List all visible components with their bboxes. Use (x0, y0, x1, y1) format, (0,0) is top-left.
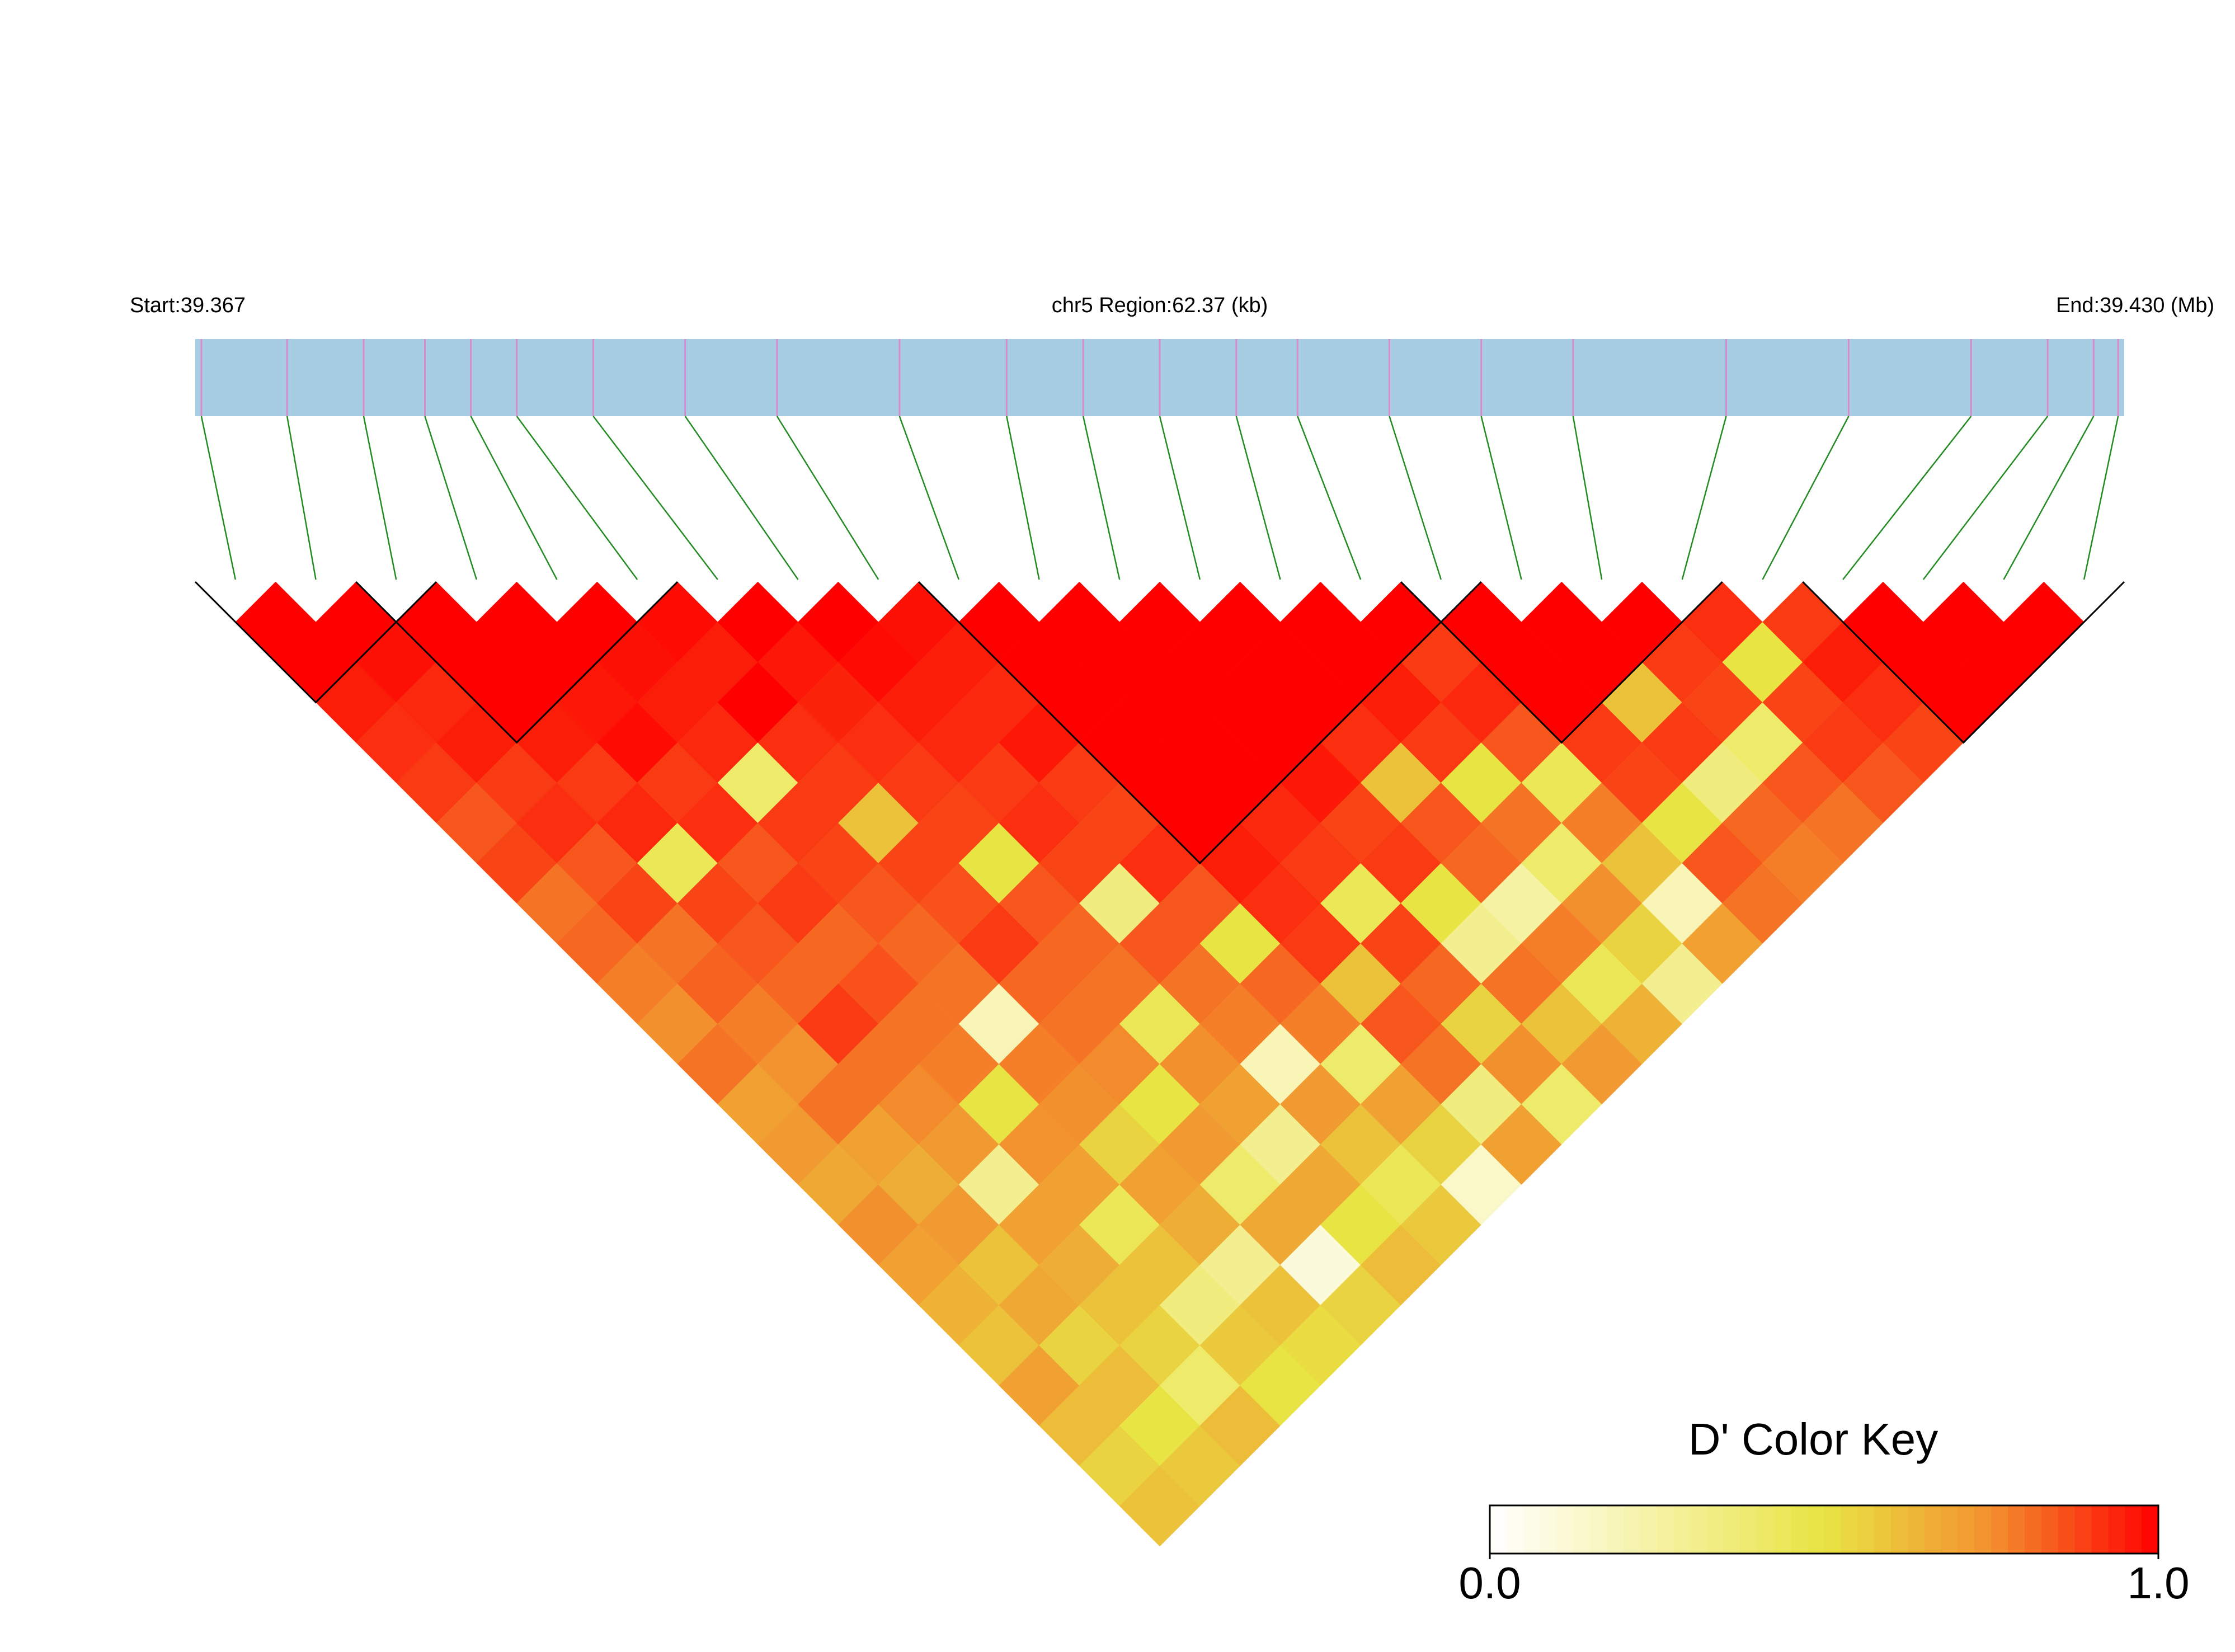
snp-connector (1235, 416, 1281, 580)
legend-swatch (1790, 1505, 1808, 1554)
legend-swatch (1590, 1505, 1607, 1554)
snp-connector (2083, 416, 2119, 580)
legend-swatch (1724, 1505, 1741, 1554)
snp-connector (1922, 416, 2049, 580)
legend-swatch (1573, 1505, 1591, 1554)
legend-swatch (2008, 1505, 2025, 1554)
legend-swatch (1807, 1505, 1824, 1554)
ld-block (1802, 581, 2125, 744)
legend-swatch (1974, 1505, 1992, 1554)
legend-swatch (1874, 1505, 1891, 1554)
legend-swatch (1523, 1505, 1541, 1554)
snp-connector (470, 416, 558, 580)
snp-connector (516, 416, 638, 580)
end-label: End:39.430 (Mb) (2056, 294, 2214, 317)
legend-swatch (1640, 1505, 1658, 1554)
legend-swatch (1624, 1505, 1641, 1554)
snp-connector (592, 416, 718, 580)
snp-connector (684, 416, 799, 580)
snp-connector (363, 416, 397, 580)
ld-block (355, 581, 679, 744)
legend-swatch (1824, 1505, 1841, 1554)
legend-swatch (1941, 1505, 1958, 1554)
legend-swatch (1673, 1505, 1691, 1554)
start-label: Start:39.367 (130, 294, 246, 317)
snp-connector (1297, 416, 1362, 580)
legend-swatch (1740, 1505, 1758, 1554)
legend-swatch (2074, 1505, 2092, 1554)
snp-connector (1389, 416, 1442, 580)
snp-connector (424, 416, 478, 580)
legend-tick-label: 0.0 (1458, 1558, 1521, 1608)
chart-title: chr5 Region:62.37 (kb) (1052, 294, 1268, 317)
snp-connector (1159, 416, 1201, 580)
legend-swatch (1540, 1505, 1557, 1554)
snp-connector (286, 416, 317, 580)
legend-swatch (1991, 1505, 2008, 1554)
ld-block (1400, 581, 1723, 744)
snp-connector (1480, 416, 1522, 580)
legend-swatch (2058, 1505, 2076, 1554)
snp-connector (1082, 416, 1121, 580)
snp-connector (1572, 416, 1603, 580)
snp-connector (1681, 416, 1727, 580)
ld-block (917, 581, 1482, 864)
legend-swatch (1907, 1505, 1925, 1554)
legend-swatch (1773, 1505, 1791, 1554)
legend-swatch (2091, 1505, 2109, 1554)
legend-swatch (1506, 1505, 1524, 1554)
snp-connector (200, 416, 237, 580)
legend-tick-label: 1.0 (2127, 1558, 2189, 1608)
legend-swatch (1857, 1505, 1875, 1554)
legend-swatch (1607, 1505, 1624, 1554)
legend-title: D' Color Key (1688, 1414, 1938, 1464)
legend-swatch (2108, 1505, 2125, 1554)
snp-connector (1842, 416, 1972, 580)
legend-swatch (1891, 1505, 1908, 1554)
snp-connector (1762, 416, 1850, 580)
legend-swatch (1958, 1505, 1975, 1554)
legend-swatch (1841, 1505, 1858, 1554)
legend-swatch (2025, 1505, 2042, 1554)
legend-swatch (1690, 1505, 1707, 1554)
snp-connector (1006, 416, 1040, 580)
legend-swatch (2041, 1505, 2059, 1554)
legend-swatch (1657, 1505, 1674, 1554)
snp-connector (776, 416, 879, 580)
legend-swatch (1707, 1505, 1724, 1554)
legend-swatch (1556, 1505, 1574, 1554)
snp-connector (2003, 416, 2095, 580)
legend-swatch (2142, 1505, 2159, 1554)
legend-border (1489, 1504, 2159, 1555)
legend-swatch (1757, 1505, 1775, 1554)
legend-swatch (2125, 1505, 2142, 1554)
legend-swatch (1490, 1505, 1507, 1554)
legend-swatch (1924, 1505, 1942, 1554)
snp-connector (898, 416, 960, 580)
